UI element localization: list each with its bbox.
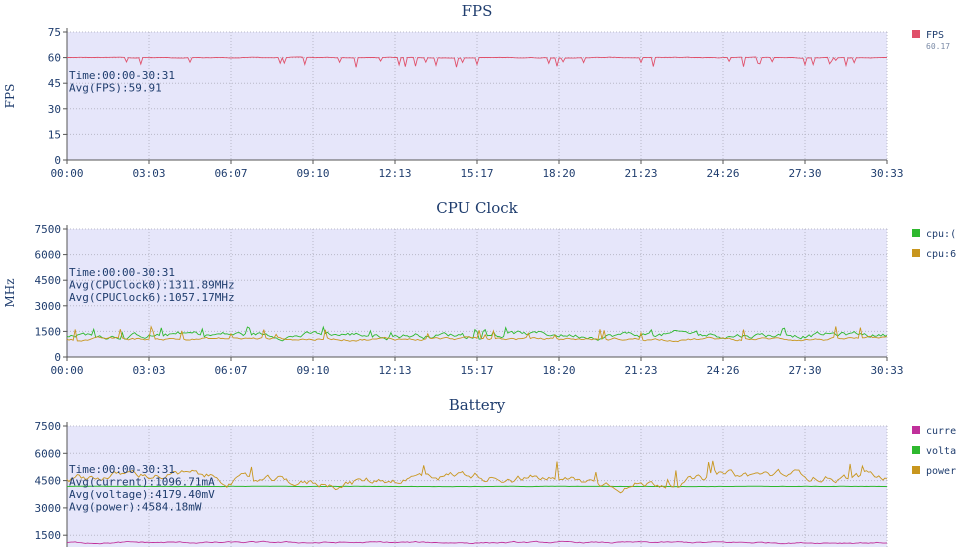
y-tick-label: 0 xyxy=(54,154,61,167)
series-line-FPS xyxy=(67,56,888,68)
x-tick-label: 21:23 xyxy=(624,364,657,377)
y-axis-label: MHz xyxy=(3,278,17,307)
legend-swatch xyxy=(912,426,920,434)
stats-annotation: Avg(CPUClock0):1311.89MHz xyxy=(69,279,235,292)
stats-annotation: Time:00:00-30:31 xyxy=(69,463,175,476)
y-tick-label: 0 xyxy=(54,351,61,364)
legend-label: FPS xyxy=(926,30,944,41)
legend-swatch xyxy=(912,30,920,38)
x-tick-label: 27:30 xyxy=(788,364,821,377)
x-tick-label: 27:30 xyxy=(788,167,821,180)
y-tick-label: 60 xyxy=(48,52,61,65)
x-tick-label: 06:07 xyxy=(214,364,247,377)
series-line-current xyxy=(66,540,888,545)
y-tick-label: 75 xyxy=(48,26,61,39)
legend-swatch xyxy=(912,466,920,474)
legend-label: volta xyxy=(926,446,956,457)
y-tick-label: 1500 xyxy=(35,529,62,542)
series-line-cpu-6 xyxy=(66,325,888,343)
stats-annotation: Avg(FPS):59.91 xyxy=(69,82,162,95)
y-tick-label: 3000 xyxy=(35,300,62,313)
stats-annotation: Avg(power):4584.18mW xyxy=(69,501,202,514)
x-tick-label: 03:03 xyxy=(132,364,165,377)
x-tick-label: 12:13 xyxy=(378,167,411,180)
y-tick-label: 30 xyxy=(48,103,61,116)
y-tick-label: 4500 xyxy=(35,475,62,488)
stats-annotation: Time:00:00-30:31 xyxy=(69,266,175,279)
x-tick-label: 06:07 xyxy=(214,167,247,180)
chart-title: CPU Clock xyxy=(436,199,518,217)
y-tick-label: 6000 xyxy=(35,249,62,262)
x-tick-label: 30:33 xyxy=(870,364,903,377)
y-tick-label: 3000 xyxy=(35,502,62,515)
x-tick-label: 21:23 xyxy=(624,167,657,180)
y-tick-label: 7500 xyxy=(35,223,62,236)
y-tick-label: 6000 xyxy=(35,447,62,460)
x-tick-label: 00:00 xyxy=(50,167,83,180)
x-tick-label: 09:10 xyxy=(296,167,329,180)
chart-title: Battery xyxy=(449,396,506,414)
stats-annotation: Avg(current):1096.71mA xyxy=(69,476,215,489)
x-tick-label: 18:20 xyxy=(542,167,575,180)
y-axis-label: FPS xyxy=(3,84,17,109)
legend-swatch xyxy=(912,249,920,257)
x-tick-label: 15:17 xyxy=(460,364,493,377)
series-line-cpu-0 xyxy=(66,325,888,342)
legend-swatch xyxy=(912,229,920,237)
legend-label: cpu:6 xyxy=(926,249,956,260)
series-line-power xyxy=(66,460,888,494)
chart-title: FPS xyxy=(462,2,493,20)
stats-annotation: Avg(voltage):4179.40mV xyxy=(69,488,215,501)
legend-label: cpu:( xyxy=(926,229,956,240)
x-tick-label: 24:26 xyxy=(706,167,739,180)
x-tick-label: 24:26 xyxy=(706,364,739,377)
y-tick-label: 15 xyxy=(48,128,61,141)
y-tick-label: 7500 xyxy=(35,420,62,433)
legend-label: curre xyxy=(926,426,956,437)
x-tick-label: 18:20 xyxy=(542,364,575,377)
x-tick-label: 12:13 xyxy=(378,364,411,377)
legend-swatch xyxy=(912,446,920,454)
y-tick-label: 45 xyxy=(48,77,61,90)
x-tick-label: 30:33 xyxy=(870,167,903,180)
x-tick-label: 15:17 xyxy=(460,167,493,180)
x-tick-label: 03:03 xyxy=(132,167,165,180)
stats-annotation: Avg(CPUClock6):1057.17MHz xyxy=(69,291,235,304)
y-tick-label: 1500 xyxy=(35,325,62,338)
y-tick-label: 4500 xyxy=(35,274,62,287)
x-tick-label: 09:10 xyxy=(296,364,329,377)
series-line-voltage xyxy=(66,485,888,488)
x-tick-label: 00:00 xyxy=(50,364,83,377)
legend-value: 60.17 xyxy=(926,42,950,51)
legend-label: power xyxy=(926,466,956,477)
stats-annotation: Time:00:00-30:31 xyxy=(69,69,175,82)
